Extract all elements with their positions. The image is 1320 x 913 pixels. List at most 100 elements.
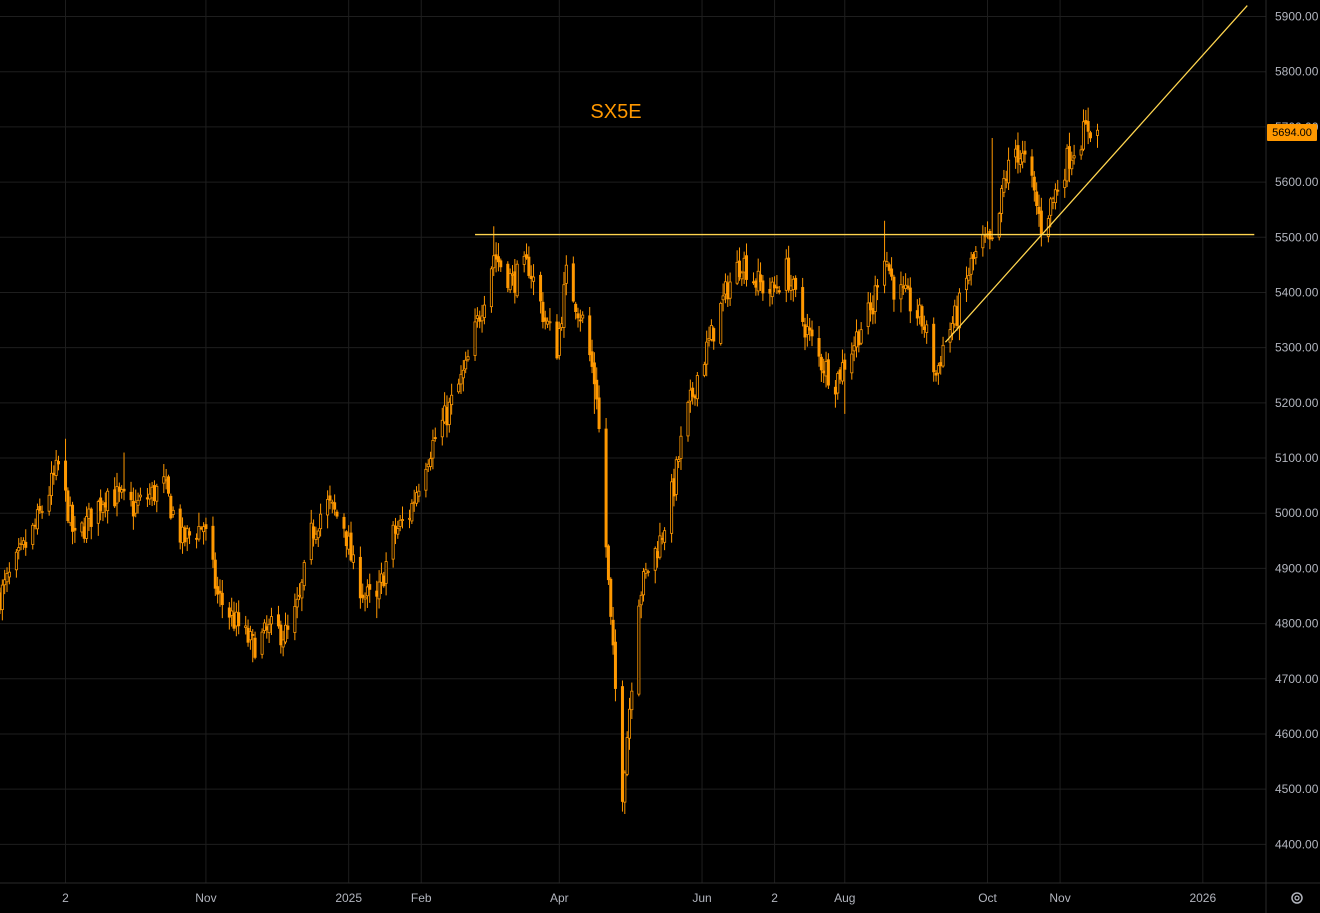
candle[interactable] (712, 326, 716, 350)
candle[interactable] (840, 349, 844, 385)
candle[interactable] (473, 308, 477, 361)
candle[interactable] (300, 579, 304, 612)
candle[interactable] (988, 228, 992, 250)
candle[interactable] (220, 579, 224, 619)
candle[interactable] (450, 383, 454, 415)
candle[interactable] (368, 573, 372, 603)
candle[interactable] (836, 371, 840, 400)
candle[interactable] (571, 256, 575, 303)
candle[interactable] (281, 630, 285, 657)
candle[interactable] (178, 504, 182, 550)
candle[interactable] (819, 353, 823, 382)
candle[interactable] (440, 407, 444, 446)
candle[interactable] (887, 262, 891, 275)
candle[interactable] (244, 615, 248, 635)
candle[interactable] (115, 472, 119, 517)
candle[interactable] (859, 322, 863, 346)
candle[interactable] (674, 456, 678, 501)
candle[interactable] (787, 245, 791, 293)
candle[interactable] (852, 336, 856, 362)
candle[interactable] (251, 629, 255, 663)
candle[interactable] (293, 593, 297, 641)
candle[interactable] (64, 438, 68, 502)
candle[interactable] (532, 264, 536, 296)
candle[interactable] (808, 318, 812, 341)
candle[interactable] (539, 271, 543, 314)
candle[interactable] (639, 591, 643, 619)
candle[interactable] (459, 365, 463, 395)
candle[interactable] (590, 339, 594, 374)
candle[interactable] (188, 527, 192, 545)
candle[interactable] (396, 520, 400, 539)
candle[interactable] (908, 277, 912, 324)
candle[interactable] (202, 522, 206, 545)
candle[interactable] (642, 568, 646, 602)
candle[interactable] (213, 552, 217, 596)
candle[interactable] (14, 549, 18, 578)
candle[interactable] (705, 330, 709, 377)
candle[interactable] (883, 220, 887, 294)
candle[interactable] (358, 546, 362, 609)
candle[interactable] (1007, 147, 1011, 191)
candle[interactable] (663, 527, 667, 551)
price-axis[interactable]: 4400.00 4500.00 4600.00 4700.00 4800.00 4900.… (1275, 10, 1319, 852)
candle[interactable] (136, 492, 140, 514)
candle[interactable] (967, 267, 971, 285)
candle[interactable] (574, 301, 578, 320)
candle[interactable] (400, 506, 404, 529)
candle[interactable] (424, 462, 428, 498)
candle[interactable] (328, 485, 332, 510)
candle[interactable] (155, 483, 159, 513)
candle[interactable] (890, 257, 894, 281)
candle[interactable] (66, 487, 70, 524)
candle[interactable] (269, 607, 273, 636)
candle[interactable] (35, 503, 39, 535)
candle[interactable] (670, 473, 674, 543)
candle[interactable] (129, 481, 133, 507)
candle[interactable] (302, 559, 306, 591)
candle[interactable] (770, 277, 774, 305)
candle[interactable] (850, 342, 854, 380)
gear-icon[interactable] (1291, 892, 1303, 904)
candle[interactable] (49, 461, 53, 505)
candle[interactable] (564, 255, 568, 296)
candle[interactable] (1053, 183, 1057, 210)
candle[interactable] (1070, 151, 1074, 176)
candle[interactable] (990, 137, 994, 242)
candle[interactable] (957, 288, 961, 341)
candle[interactable] (237, 600, 241, 635)
candle[interactable] (627, 697, 631, 750)
candle[interactable] (1037, 194, 1041, 227)
candle[interactable] (5, 567, 9, 593)
trendlines[interactable] (475, 5, 1255, 343)
candle[interactable] (316, 528, 320, 547)
candle[interactable] (964, 266, 968, 303)
candle[interactable] (429, 451, 433, 471)
candle[interactable] (1000, 184, 1004, 223)
candle[interactable] (740, 270, 744, 286)
candle[interactable] (276, 605, 280, 629)
candle[interactable] (761, 275, 765, 301)
candle[interactable] (447, 397, 451, 433)
candle[interactable] (595, 367, 599, 410)
candle[interactable] (620, 680, 624, 812)
candle[interactable] (581, 311, 585, 324)
candle[interactable] (89, 507, 93, 540)
candle[interactable] (892, 274, 896, 312)
candle[interactable] (342, 513, 346, 538)
candle[interactable] (744, 243, 748, 287)
candle[interactable] (283, 612, 287, 645)
candle[interactable] (906, 278, 910, 291)
candle[interactable] (1072, 144, 1076, 165)
candle[interactable] (197, 512, 201, 542)
candle[interactable] (1032, 171, 1036, 202)
candle[interactable] (431, 429, 435, 470)
candle[interactable] (461, 360, 465, 392)
candle[interactable] (433, 427, 437, 442)
candle[interactable] (319, 503, 323, 537)
candle[interactable] (218, 579, 222, 607)
candle[interactable] (817, 326, 821, 367)
candle[interactable] (204, 517, 208, 541)
candle[interactable] (312, 519, 316, 547)
candle[interactable] (363, 592, 367, 612)
